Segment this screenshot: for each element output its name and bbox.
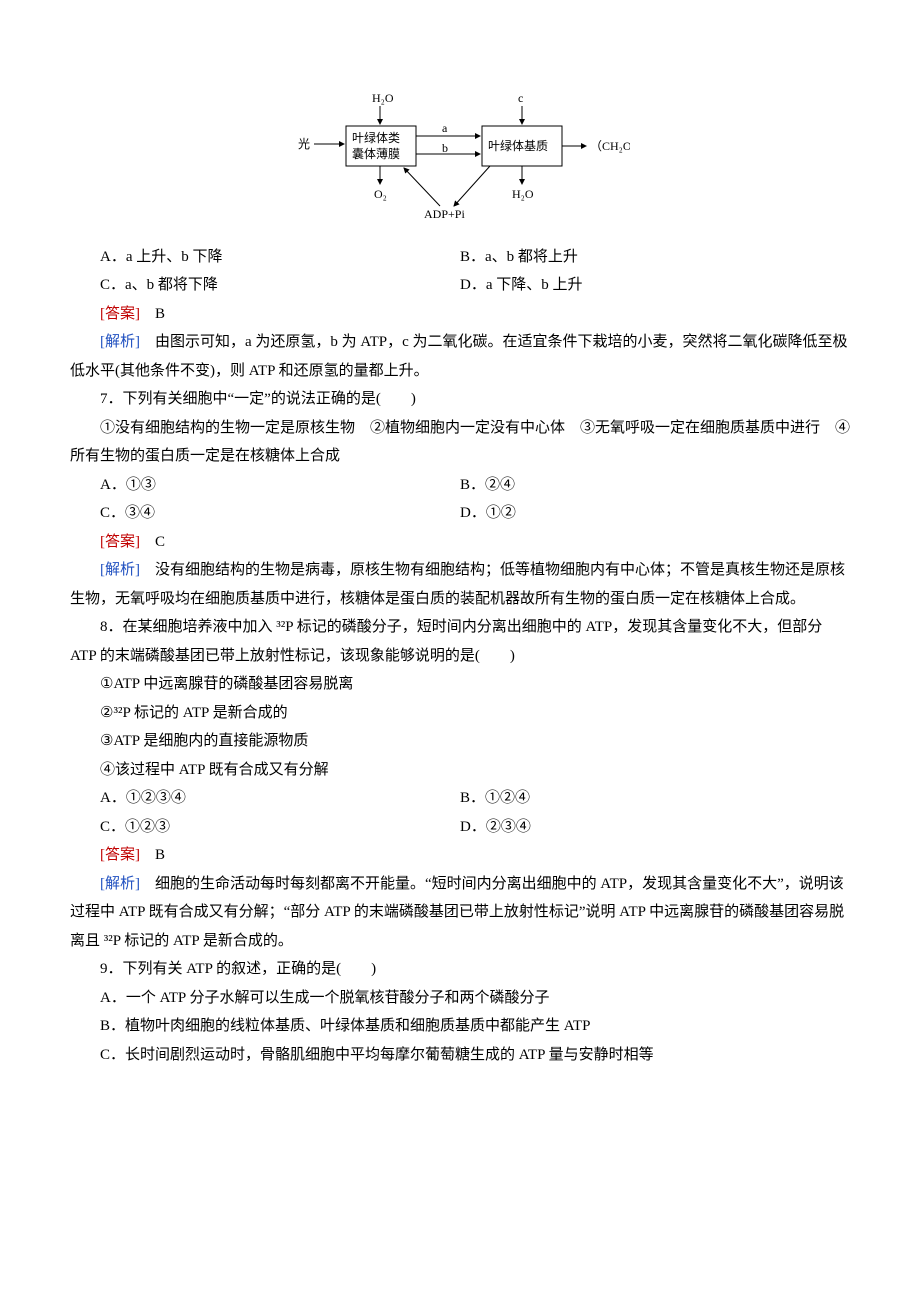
q7-answer-value: C bbox=[140, 534, 165, 550]
q9-optB: B．植物叶肉细胞的线粒体基质、叶绿体基质和细胞质基质中都能产生 ATP bbox=[70, 1012, 850, 1041]
label-h2o-bottom: H₂O bbox=[512, 187, 534, 201]
q8-optA: A．①②③④ bbox=[100, 784, 460, 813]
label-product: （CH₂O） bbox=[590, 139, 630, 153]
answer-label: [答案] bbox=[100, 847, 140, 863]
q8-optC: C．①②③ bbox=[100, 813, 460, 842]
q6-optB: B．a、b 都将上升 bbox=[460, 243, 850, 272]
q8-answer-value: B bbox=[140, 847, 165, 863]
label-adp: ADP+Pi bbox=[424, 207, 465, 220]
q7-statements: ①没有细胞结构的生物一定是原核生物 ②植物细胞内一定没有中心体 ③无氧呼吸一定在… bbox=[70, 414, 850, 471]
q8-optB: B．①②④ bbox=[460, 784, 850, 813]
q9-stem: 9．下列有关 ATP 的叙述，正确的是( ) bbox=[70, 955, 850, 984]
q6-answer-value: B bbox=[140, 306, 165, 322]
q7-answer: [答案] C bbox=[70, 528, 850, 557]
q9-optA: A．一个 ATP 分子水解可以生成一个脱氧核苷酸分子和两个磷酸分子 bbox=[70, 984, 850, 1013]
q8-optD: D．②③④ bbox=[460, 813, 850, 842]
q8-l2: ②³²P 标记的 ATP 是新合成的 bbox=[70, 699, 850, 728]
q8-options-row2: C．①②③ D．②③④ bbox=[70, 813, 850, 842]
q6-analysis-text: 由图示可知，a 为还原氢，b 为 ATP，c 为二氧化碳。在适宜条件下栽培的小麦… bbox=[70, 334, 848, 379]
q8-analysis: [解析] 细胞的生命活动每时每刻都离不开能量。“短时间内分离出细胞中的 ATP，… bbox=[70, 870, 850, 956]
analysis-label: [解析] bbox=[100, 562, 140, 578]
answer-label: [答案] bbox=[100, 306, 140, 322]
q7-optC: C．③④ bbox=[100, 499, 460, 528]
q9-optC: C．长时间剧烈运动时，骨骼肌细胞中平均每摩尔葡萄糖生成的 ATP 量与安静时相等 bbox=[70, 1041, 850, 1070]
q8-l3: ③ATP 是细胞内的直接能源物质 bbox=[70, 727, 850, 756]
q7-optD: D．①② bbox=[460, 499, 850, 528]
diagram-svg: H₂O c 光 叶绿体类 囊体薄膜 a b 叶绿体基质 （CH₂O） bbox=[290, 90, 630, 220]
box1-l2: 囊体薄膜 bbox=[352, 146, 400, 161]
analysis-label: [解析] bbox=[100, 334, 140, 350]
q8-stem: 8．在某细胞培养液中加入 ³²P 标记的磷酸分子，短时间内分离出细胞中的 ATP… bbox=[70, 613, 850, 670]
q7-options-row1: A．①③ B．②④ bbox=[70, 471, 850, 500]
label-b: b bbox=[442, 141, 448, 155]
box1-l1: 叶绿体类 bbox=[352, 130, 400, 145]
q6-analysis: [解析] 由图示可知，a 为还原氢，b 为 ATP，c 为二氧化碳。在适宜条件下… bbox=[70, 328, 850, 385]
page-container: H₂O c 光 叶绿体类 囊体薄膜 a b 叶绿体基质 （CH₂O） bbox=[0, 0, 920, 1129]
q6-options-row1: A．a 上升、b 下降 B．a、b 都将上升 bbox=[70, 243, 850, 272]
q7-analysis-text: 没有细胞结构的生物是病毒，原核生物有细胞结构；低等植物细胞内有中心体；不管是真核… bbox=[70, 562, 845, 607]
q8-analysis-text: 细胞的生命活动每时每刻都离不开能量。“短时间内分离出细胞中的 ATP，发现其含量… bbox=[70, 876, 844, 949]
q7-stem: 7．下列有关细胞中“一定”的说法正确的是( ) bbox=[70, 385, 850, 414]
q8-l1: ①ATP 中远离腺苷的磷酸基团容易脱离 bbox=[70, 670, 850, 699]
label-c: c bbox=[518, 91, 523, 105]
photosynthesis-diagram: H₂O c 光 叶绿体类 囊体薄膜 a b 叶绿体基质 （CH₂O） bbox=[290, 90, 630, 231]
q8-answer: [答案] B bbox=[70, 841, 850, 870]
label-a: a bbox=[442, 121, 448, 135]
box2-label: 叶绿体基质 bbox=[488, 138, 548, 153]
q8-options-row1: A．①②③④ B．①②④ bbox=[70, 784, 850, 813]
analysis-label: [解析] bbox=[100, 876, 140, 892]
label-o2: O₂ bbox=[374, 187, 387, 201]
q6-options-row2: C．a、b 都将下降 D．a 下降、b 上升 bbox=[70, 271, 850, 300]
q6-optD: D．a 下降、b 上升 bbox=[460, 271, 850, 300]
q8-l4: ④该过程中 ATP 既有合成又有分解 bbox=[70, 756, 850, 785]
label-h2o-top: H₂O bbox=[372, 91, 394, 105]
q6-answer: [答案] B bbox=[70, 300, 850, 329]
answer-label: [答案] bbox=[100, 534, 140, 550]
q7-optA: A．①③ bbox=[100, 471, 460, 500]
q7-options-row2: C．③④ D．①② bbox=[70, 499, 850, 528]
q7-optB: B．②④ bbox=[460, 471, 850, 500]
q6-optA: A．a 上升、b 下降 bbox=[100, 243, 460, 272]
label-light: 光 bbox=[298, 137, 310, 151]
q6-optC: C．a、b 都将下降 bbox=[100, 271, 460, 300]
q7-analysis: [解析] 没有细胞结构的生物是病毒，原核生物有细胞结构；低等植物细胞内有中心体；… bbox=[70, 556, 850, 613]
